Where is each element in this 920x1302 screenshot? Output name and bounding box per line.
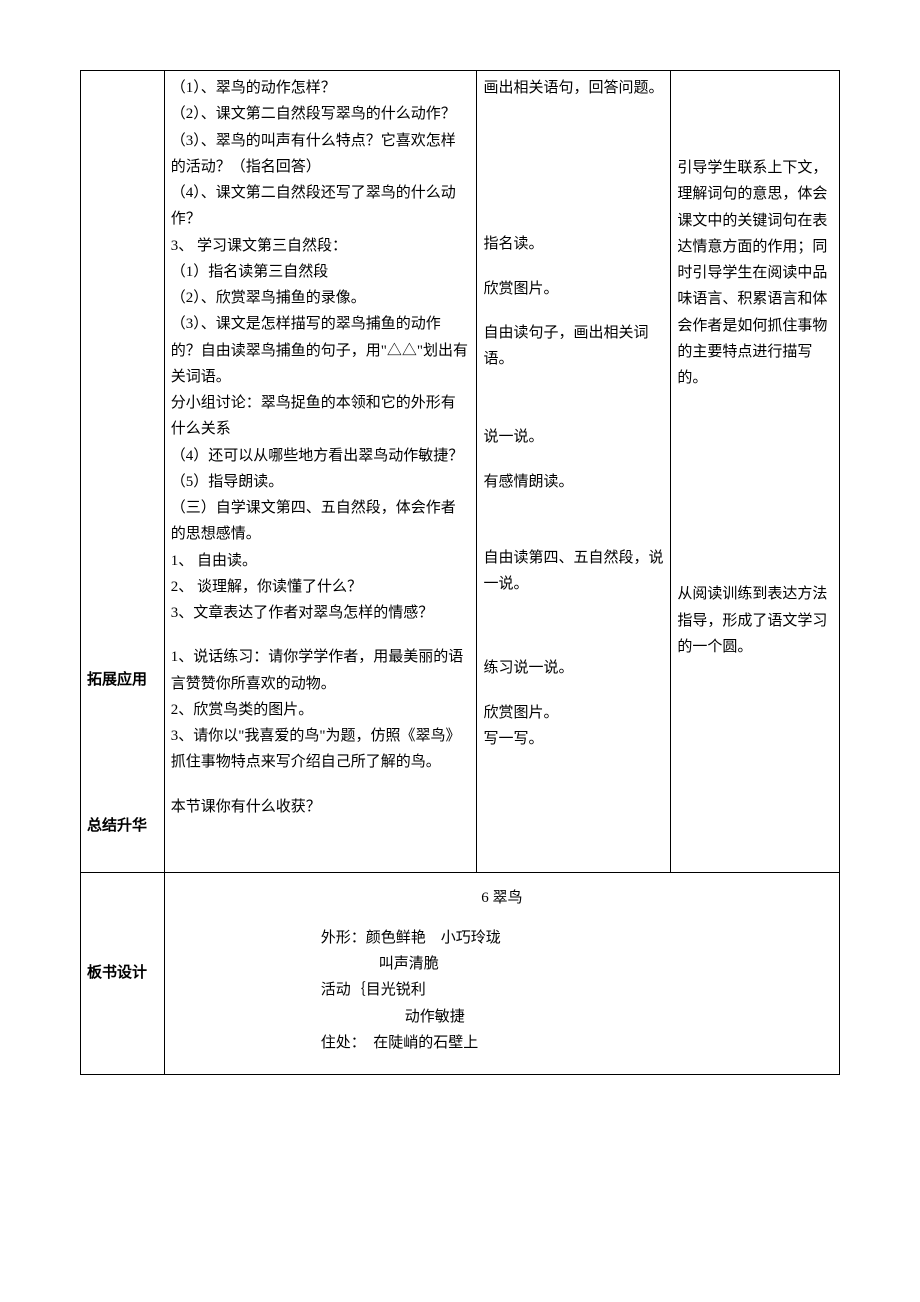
student-cell: 画出相关语句，回答问题。 指名读。 欣赏图片。 自由读句子，画出相关词语。 说一… bbox=[477, 71, 671, 873]
board-wrap: 6 翠鸟 外形：颜色鲜艳 小巧玲珑 叫声清脆 活动｛目光锐利 动作敏捷 住处： … bbox=[171, 877, 833, 1071]
t-line-6: （1）指名读第三自然段 bbox=[171, 259, 471, 285]
t-line-12: （三）自学课文第四、五自然段，体会作者的思想感情。 bbox=[171, 495, 471, 548]
label-board: 板书设计 bbox=[87, 965, 147, 981]
board-content-cell: 6 翠鸟 外形：颜色鲜艳 小巧玲珑 叫声清脆 活动｛目光锐利 动作敏捷 住处： … bbox=[164, 872, 839, 1075]
label-cell-1: 拓展应用 总结升华 bbox=[81, 71, 165, 873]
t-line-11: （5）指导朗读。 bbox=[171, 469, 471, 495]
board-title: 6 翠鸟 bbox=[171, 885, 833, 911]
t-line-19: 本节课你有什么收获？ bbox=[171, 794, 471, 820]
board-row: 板书设计 6 翠鸟 外形：颜色鲜艳 小巧玲珑 叫声清脆 活动｛目光锐利 动作敏捷… bbox=[81, 872, 840, 1075]
s-line-1: 画出相关语句，回答问题。 bbox=[483, 75, 664, 101]
board-line-4: 动作敏捷 bbox=[405, 1004, 833, 1030]
t-line-3: （3）、翠鸟的叫声有什么特点？它喜欢怎样的活动？（指名回答） bbox=[171, 128, 471, 181]
board-line-5: 住处： 在陡峭的石壁上 bbox=[321, 1030, 833, 1056]
s-line-4: 自由读句子，画出相关词语。 bbox=[483, 320, 664, 373]
page: 拓展应用 总结升华 （1）、翠鸟的动作怎样？ （2）、课文第二自然段写翠鸟的什么… bbox=[0, 0, 920, 1302]
board-line-2: 叫声清脆 bbox=[379, 951, 833, 977]
lesson-table: 拓展应用 总结升华 （1）、翠鸟的动作怎样？ （2）、课文第二自然段写翠鸟的什么… bbox=[80, 70, 840, 1075]
s-line-7: 自由读第四、五自然段，说一说。 bbox=[483, 545, 664, 598]
t-line-14: 2、 谈理解，你读懂了什么？ bbox=[171, 574, 471, 600]
s-line-5: 说一说。 bbox=[483, 424, 664, 450]
t-line-13: 1、 自由读。 bbox=[171, 548, 471, 574]
s-line-3: 欣赏图片。 bbox=[483, 276, 664, 302]
t-line-4: （4）、课文第二自然段还写了翠鸟的什么动作？ bbox=[171, 180, 471, 233]
t-line-16: 1、说话练习：请你学学作者，用最美丽的语言赞赞你所喜欢的动物。 bbox=[171, 644, 471, 697]
s-line-10: 写一写。 bbox=[483, 726, 664, 752]
d-line-2: 从阅读训练到表达方法指导，形成了语文学习的一个圆。 bbox=[677, 581, 833, 660]
s-line-2: 指名读。 bbox=[483, 231, 664, 257]
t-line-7: （2）、欣赏翠鸟捕鱼的录像。 bbox=[171, 285, 471, 311]
d-line-1: 引导学生联系上下文，理解词句的意思，体会课文中的关键词句在表达情意方面的作用；同… bbox=[677, 155, 833, 391]
s-line-8: 练习说一说。 bbox=[483, 655, 664, 681]
label-cell-board: 板书设计 bbox=[81, 872, 165, 1075]
t-line-1: （1）、翠鸟的动作怎样？ bbox=[171, 75, 471, 101]
t-line-9: 分小组讨论：翠鸟捉鱼的本领和它的外形有什么关系 bbox=[171, 390, 471, 443]
board-line-3: 活动｛目光锐利 bbox=[321, 977, 833, 1003]
t-line-2: （2）、课文第二自然段写翠鸟的什么动作？ bbox=[171, 101, 471, 127]
label-expand: 拓展应用 bbox=[87, 665, 158, 693]
board-line-1: 外形：颜色鲜艳 小巧玲珑 bbox=[321, 925, 833, 951]
t-line-8: （3）、课文是怎样描写的翠鸟捕鱼的动作的？自由读翠鸟捕鱼的句子，用"△△"划出有… bbox=[171, 311, 471, 390]
t-line-18: 3、请你以"我喜爱的鸟"为题，仿照《翠鸟》抓住事物特点来写介绍自己所了解的鸟。 bbox=[171, 723, 471, 776]
design-cell: 引导学生联系上下文，理解词句的意思，体会课文中的关键词句在表达情意方面的作用；同… bbox=[671, 71, 840, 873]
t-line-5: 3、 学习课文第三自然段： bbox=[171, 233, 471, 259]
teacher-cell: （1）、翠鸟的动作怎样？ （2）、课文第二自然段写翠鸟的什么动作？ （3）、翠鸟… bbox=[164, 71, 477, 873]
label-summary: 总结升华 bbox=[87, 811, 158, 839]
s-line-9: 欣赏图片。 bbox=[483, 700, 664, 726]
main-row: 拓展应用 总结升华 （1）、翠鸟的动作怎样？ （2）、课文第二自然段写翠鸟的什么… bbox=[81, 71, 840, 873]
t-line-10: （4）还可以从哪些地方看出翠鸟动作敏捷？ bbox=[171, 443, 471, 469]
t-line-15: 3、文章表达了作者对翠鸟怎样的情感？ bbox=[171, 600, 471, 626]
s-line-6: 有感情朗读。 bbox=[483, 469, 664, 495]
t-line-17: 2、欣赏鸟类的图片。 bbox=[171, 697, 471, 723]
